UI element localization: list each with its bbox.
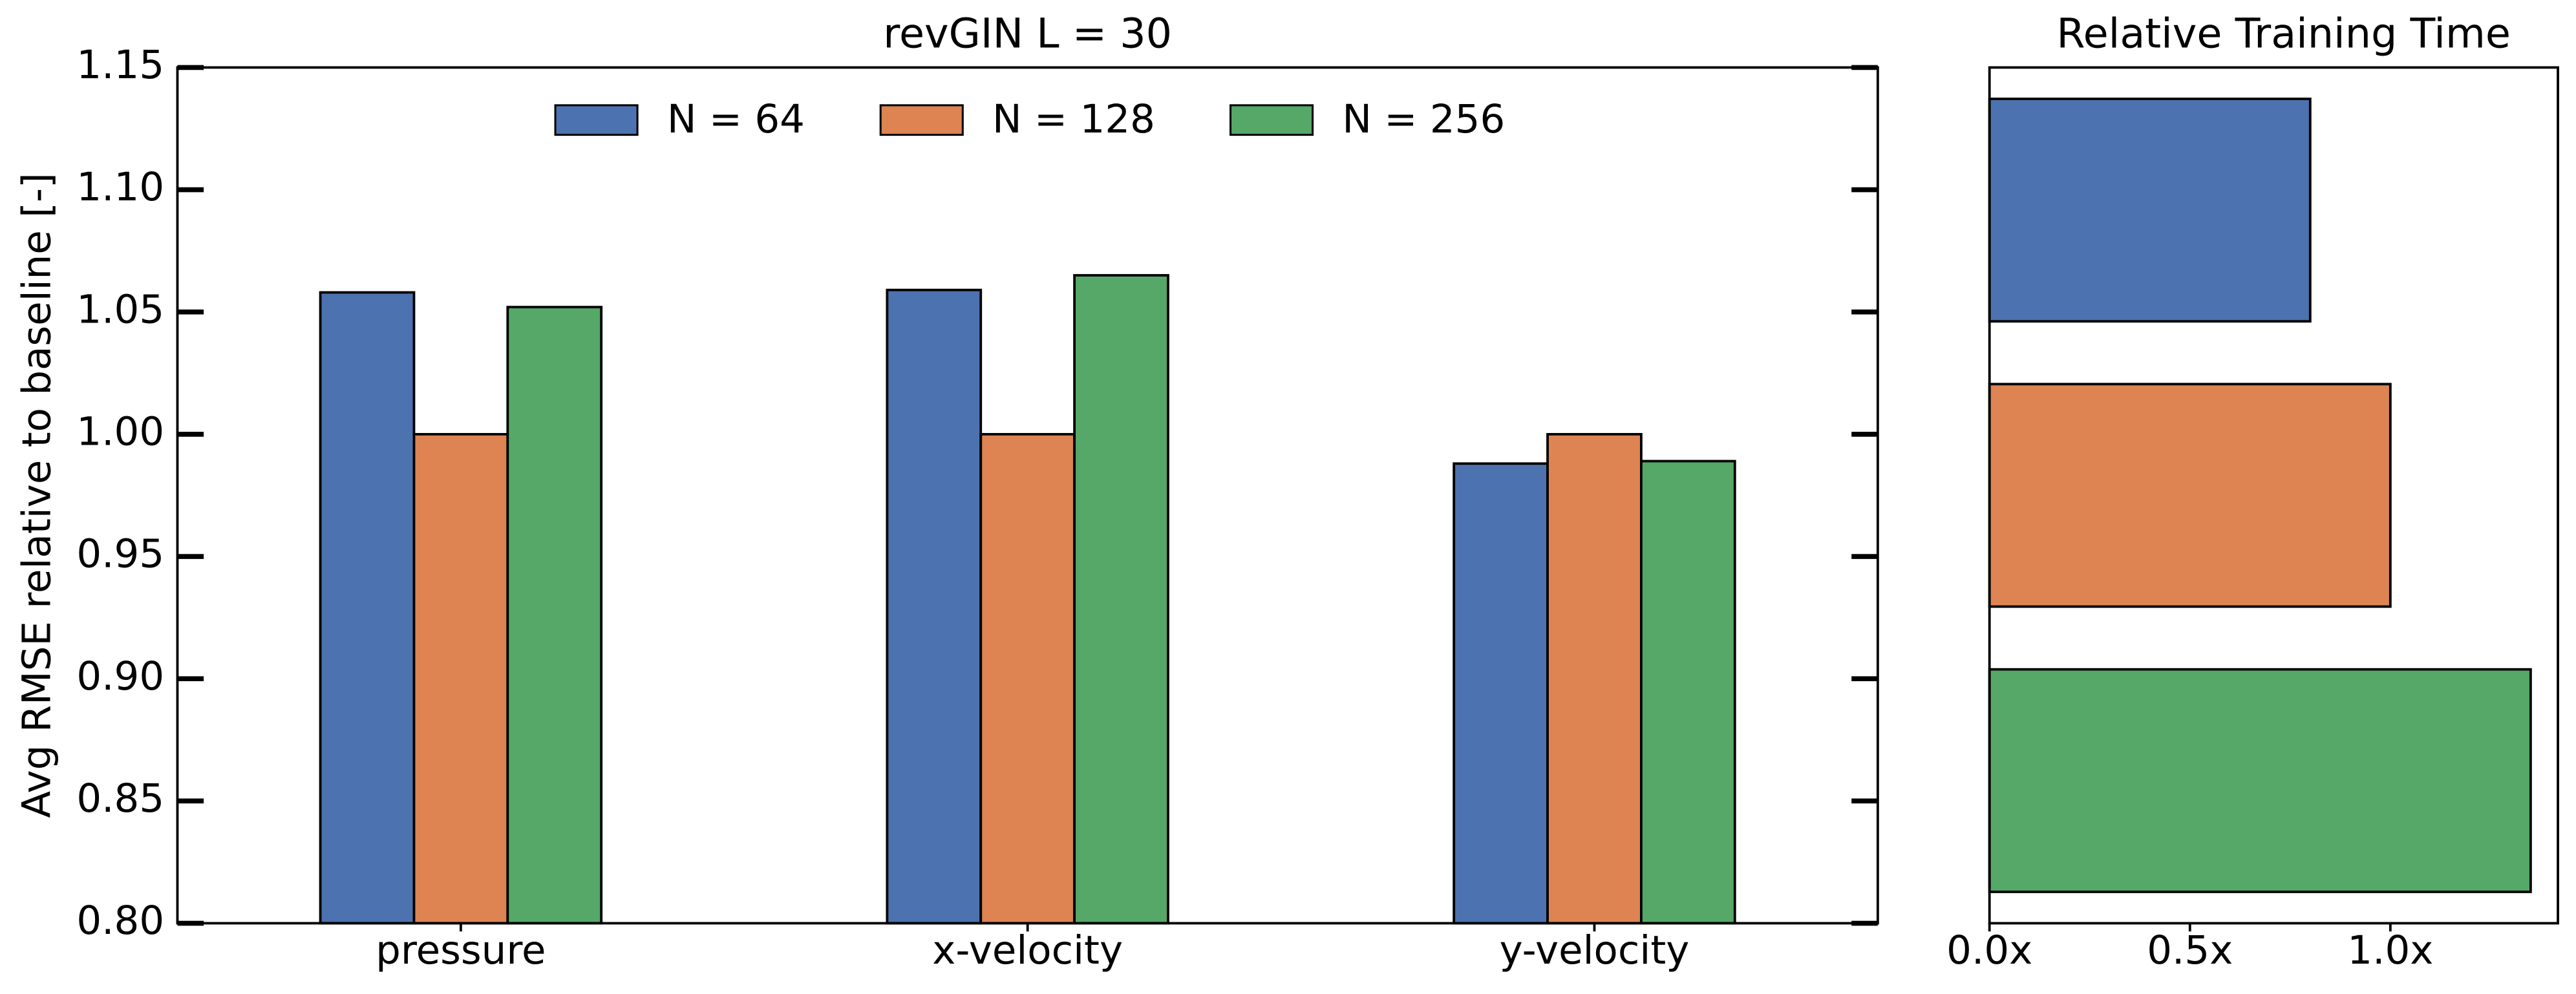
plot-frame [1988, 66, 2559, 925]
chart-title: Relative Training Time [2056, 10, 2511, 58]
y-tick-label: 1.05 [76, 286, 164, 332]
chart-title: revGIN L = 30 [883, 10, 1172, 58]
bar [1988, 383, 2392, 608]
legend-label: N = 64 [667, 96, 805, 142]
y-tick-label: 0.85 [76, 776, 164, 821]
plot-frame [176, 66, 1879, 925]
legend-swatch [879, 104, 964, 136]
bar [1988, 668, 2532, 893]
y-tick-label: 0.95 [76, 531, 164, 577]
y-tick-label: 1.00 [76, 408, 164, 454]
legend-swatch [1229, 104, 1314, 136]
y-tick-label: 0.80 [76, 898, 164, 944]
legend-swatch [554, 104, 639, 136]
y-axis-label: Avg RMSE relative to baseline [-] [14, 173, 60, 818]
bar [979, 432, 1076, 925]
bar [1073, 274, 1169, 925]
y-tick-label: 1.10 [76, 164, 164, 210]
legend-label: N = 256 [1342, 96, 1505, 142]
bar [1546, 432, 1643, 925]
bar [412, 432, 509, 925]
bar [1453, 462, 1549, 925]
x-tick-label: 0.0x [1946, 927, 2032, 973]
y-tick-label: 0.90 [76, 653, 164, 699]
bar [506, 306, 603, 925]
legend-label: N = 128 [992, 96, 1155, 142]
bar [886, 288, 983, 925]
x-tick-label: pressure [376, 927, 546, 973]
y-tick-label: 1.15 [76, 42, 164, 88]
bar [1640, 460, 1736, 925]
bar [319, 291, 416, 925]
x-tick-label: 0.5x [2147, 927, 2233, 973]
x-tick-label: x-velocity [932, 927, 1123, 973]
x-tick-label: 1.0x [2347, 927, 2433, 973]
bar [1988, 98, 2312, 323]
x-tick-label: y-velocity [1500, 927, 1690, 973]
